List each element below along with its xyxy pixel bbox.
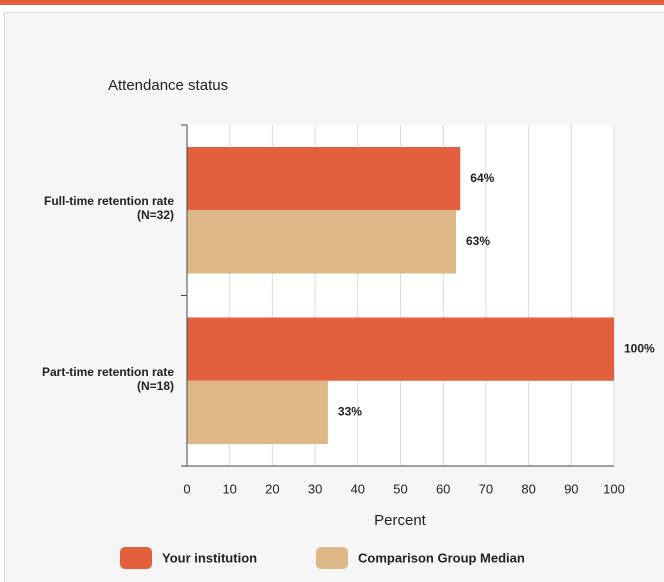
legend-swatch [316, 547, 348, 569]
legend-label: Comparison Group Median [358, 550, 525, 565]
category-label-box: Part-time retention rate (N=18) [41, 364, 174, 393]
y-tick-label: Part-time retention rate (N=18) [41, 364, 174, 393]
value-label: 64% [470, 171, 494, 185]
x-axis-label: Percent [374, 512, 427, 529]
x-tick-label: 100 [603, 481, 625, 496]
bar [187, 210, 457, 274]
x-tick-label: 20 [265, 481, 279, 496]
x-tick-label: 30 [308, 481, 322, 496]
value-label: 100% [624, 341, 655, 355]
value-label: 33% [338, 405, 362, 419]
x-tick-label: 10 [222, 481, 236, 496]
legend-label: Your institution [162, 550, 257, 565]
bar [187, 380, 328, 444]
value-label: 63% [466, 234, 490, 248]
x-tick-label: 0 [183, 481, 190, 496]
x-tick-label: 70 [479, 481, 493, 496]
legend-swatch [120, 547, 152, 569]
x-tick-label: 50 [393, 481, 407, 496]
chart-title: Attendance status [108, 77, 228, 94]
y-tick-label: Full-time retention rate (N=32) [43, 194, 174, 223]
category-label-box: Full-time retention rate (N=32) [43, 194, 174, 223]
x-tick-label: 80 [521, 481, 535, 496]
bar [187, 317, 614, 381]
x-tick-label: 60 [436, 481, 450, 496]
x-tick-label: 90 [564, 481, 578, 496]
top-accent [0, 0, 664, 5]
x-tick-label: 40 [351, 481, 365, 496]
bar [187, 147, 461, 211]
